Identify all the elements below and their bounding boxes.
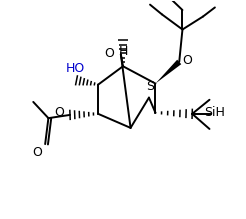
Polygon shape bbox=[155, 60, 181, 84]
Text: O: O bbox=[55, 106, 65, 119]
Text: S: S bbox=[146, 80, 154, 93]
Text: SiH: SiH bbox=[204, 106, 225, 119]
Text: HO: HO bbox=[66, 62, 85, 75]
Text: O: O bbox=[32, 146, 42, 159]
Text: O: O bbox=[105, 47, 114, 60]
Text: O: O bbox=[182, 54, 192, 67]
Text: H: H bbox=[118, 45, 128, 58]
